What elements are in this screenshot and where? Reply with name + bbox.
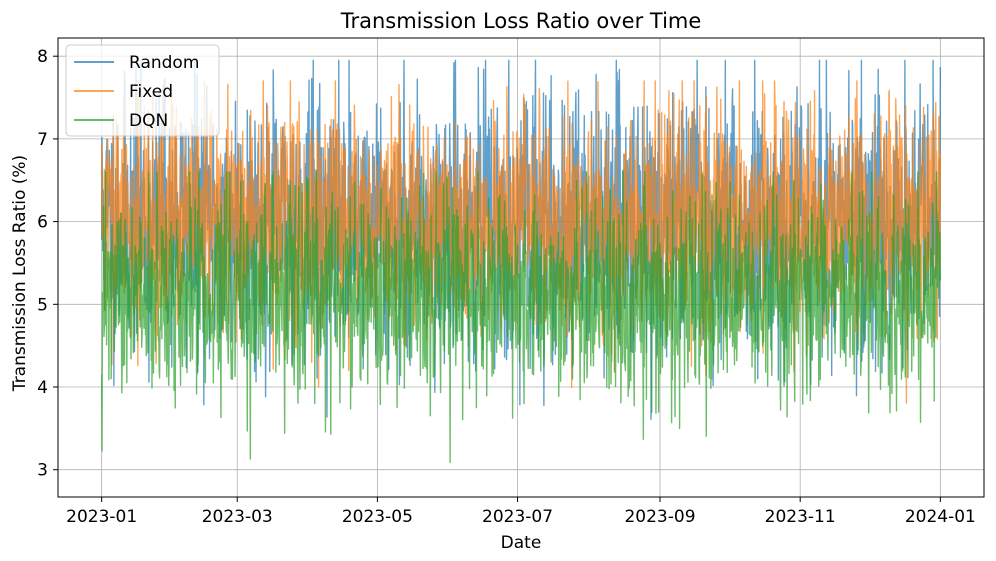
x-tick-label: 2023-11 — [765, 507, 836, 527]
chart-title: Transmission Loss Ratio over Time — [340, 9, 702, 33]
x-tick-label: 2023-03 — [202, 507, 273, 527]
series-layer — [100, 59, 942, 464]
legend-label-random: Random — [129, 53, 199, 73]
y-tick-label: 7 — [37, 130, 48, 150]
x-axis-title: Date — [501, 533, 542, 553]
x-tick-label: 2024-01 — [905, 507, 976, 527]
legend-box — [65, 44, 220, 137]
y-tick-label: 5 — [37, 295, 48, 315]
series-line-dqn — [100, 171, 942, 464]
x-axis: 2023-01 2023-03 2023-05 2023-07 2023-09 2023-… — [66, 497, 976, 527]
plot-frame — [57, 37, 985, 498]
y-tick-label: 3 — [37, 461, 48, 481]
x-tick-label: 2023-01 — [66, 507, 137, 527]
y-axis: 3 4 5 6 7 8 — [37, 47, 58, 481]
y-tick-label: 8 — [37, 47, 48, 67]
x-tick-label: 2023-05 — [342, 507, 413, 527]
y-tick-label: 4 — [37, 378, 48, 398]
y-tick-label: 6 — [37, 213, 48, 233]
x-tick-label: 2023-07 — [482, 507, 553, 527]
legend: Random Fixed DQN — [65, 44, 220, 137]
y-axis-title: Transmission Loss Ratio (%) — [10, 155, 30, 392]
legend-label-dqn: DQN — [129, 111, 168, 131]
legend-label-fixed: Fixed — [129, 82, 173, 102]
x-tick-label: 2023-09 — [624, 507, 695, 527]
